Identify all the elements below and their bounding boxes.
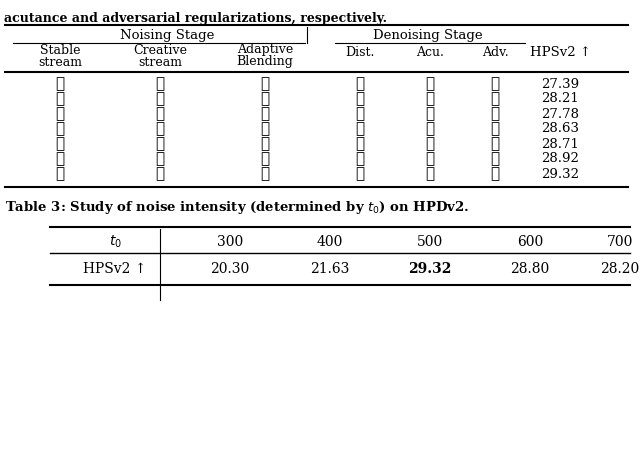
Text: ✔: ✔ [260,122,269,136]
Text: ✘: ✘ [490,152,500,166]
Text: ✔: ✔ [56,167,65,181]
Text: 29.32: 29.32 [541,167,579,181]
Text: Stable: Stable [40,44,80,56]
Text: ✔: ✔ [156,137,164,151]
Text: 28.63: 28.63 [541,122,579,136]
Text: Adaptive: Adaptive [237,44,293,56]
Text: ✘: ✘ [490,107,500,121]
Text: ✔: ✔ [56,152,65,166]
Text: ✘: ✘ [490,92,500,106]
Text: ✘: ✘ [426,137,435,151]
Text: 28.21: 28.21 [541,92,579,106]
Text: 28.92: 28.92 [541,152,579,166]
Text: ✘: ✘ [260,107,269,121]
Text: ✘: ✘ [156,77,164,91]
Text: ✔: ✔ [56,137,65,151]
Text: Creative: Creative [133,44,187,56]
Text: ✔: ✔ [56,92,65,106]
Text: ✔: ✔ [156,152,164,166]
Text: ✘: ✘ [355,77,365,91]
Text: ✔: ✔ [355,167,365,181]
Text: 28.71: 28.71 [541,137,579,151]
Text: ✘: ✘ [490,77,500,91]
Text: ✔: ✔ [260,137,269,151]
Text: ✔: ✔ [260,152,269,166]
Text: Table 3: Study of noise intensity (determined by $t_0$) on HPDv2.: Table 3: Study of noise intensity (deter… [5,198,469,216]
Text: Dist.: Dist. [346,46,374,60]
Text: ✘: ✘ [56,77,65,91]
Text: HPSv2 ↑: HPSv2 ↑ [529,46,591,60]
Text: stream: stream [38,56,82,69]
Text: 20.30: 20.30 [211,262,250,276]
Text: ✘: ✘ [156,92,164,106]
Text: 28.20: 28.20 [600,262,639,276]
Text: HPSv2 ↑: HPSv2 ↑ [83,262,147,276]
Text: ✔: ✔ [355,137,365,151]
Text: 21.63: 21.63 [310,262,349,276]
Text: acutance and adversarial regularizations, respectively.: acutance and adversarial regularizations… [4,12,387,25]
Text: $t_0$: $t_0$ [109,234,122,250]
Text: ✔: ✔ [260,167,269,181]
Text: stream: stream [138,56,182,69]
Text: ✘: ✘ [490,137,500,151]
Text: 300: 300 [217,235,243,249]
Text: 500: 500 [417,235,443,249]
Text: ✘: ✘ [426,92,435,106]
Text: ✘: ✘ [355,107,365,121]
Text: ✘: ✘ [426,77,435,91]
Text: ✘: ✘ [260,77,269,91]
Text: ✔: ✔ [156,167,164,181]
Text: ✘: ✘ [355,122,365,136]
Text: Blending: Blending [237,56,293,69]
Text: ✔: ✔ [490,167,500,181]
Text: 29.32: 29.32 [408,262,452,276]
Text: ✔: ✔ [156,122,164,136]
Text: ✔: ✔ [355,152,365,166]
Text: ✔: ✔ [56,107,65,121]
Text: ✘: ✘ [426,107,435,121]
Text: ✘: ✘ [355,92,365,106]
Text: 27.39: 27.39 [541,77,579,91]
Text: ✔: ✔ [156,107,164,121]
Text: ✔: ✔ [426,152,435,166]
Text: 600: 600 [517,235,543,249]
Text: 400: 400 [317,235,343,249]
Text: ✘: ✘ [260,92,269,106]
Text: Acu.: Acu. [416,46,444,60]
Text: 28.80: 28.80 [510,262,550,276]
Text: Adv.: Adv. [482,46,508,60]
Text: 700: 700 [607,235,633,249]
Text: Noising Stage: Noising Stage [120,29,214,41]
Text: ✘: ✘ [426,122,435,136]
Text: 27.78: 27.78 [541,107,579,121]
Text: ✔: ✔ [56,122,65,136]
Text: Denoising Stage: Denoising Stage [372,29,483,41]
Text: ✔: ✔ [426,167,435,181]
Text: ✘: ✘ [490,122,500,136]
